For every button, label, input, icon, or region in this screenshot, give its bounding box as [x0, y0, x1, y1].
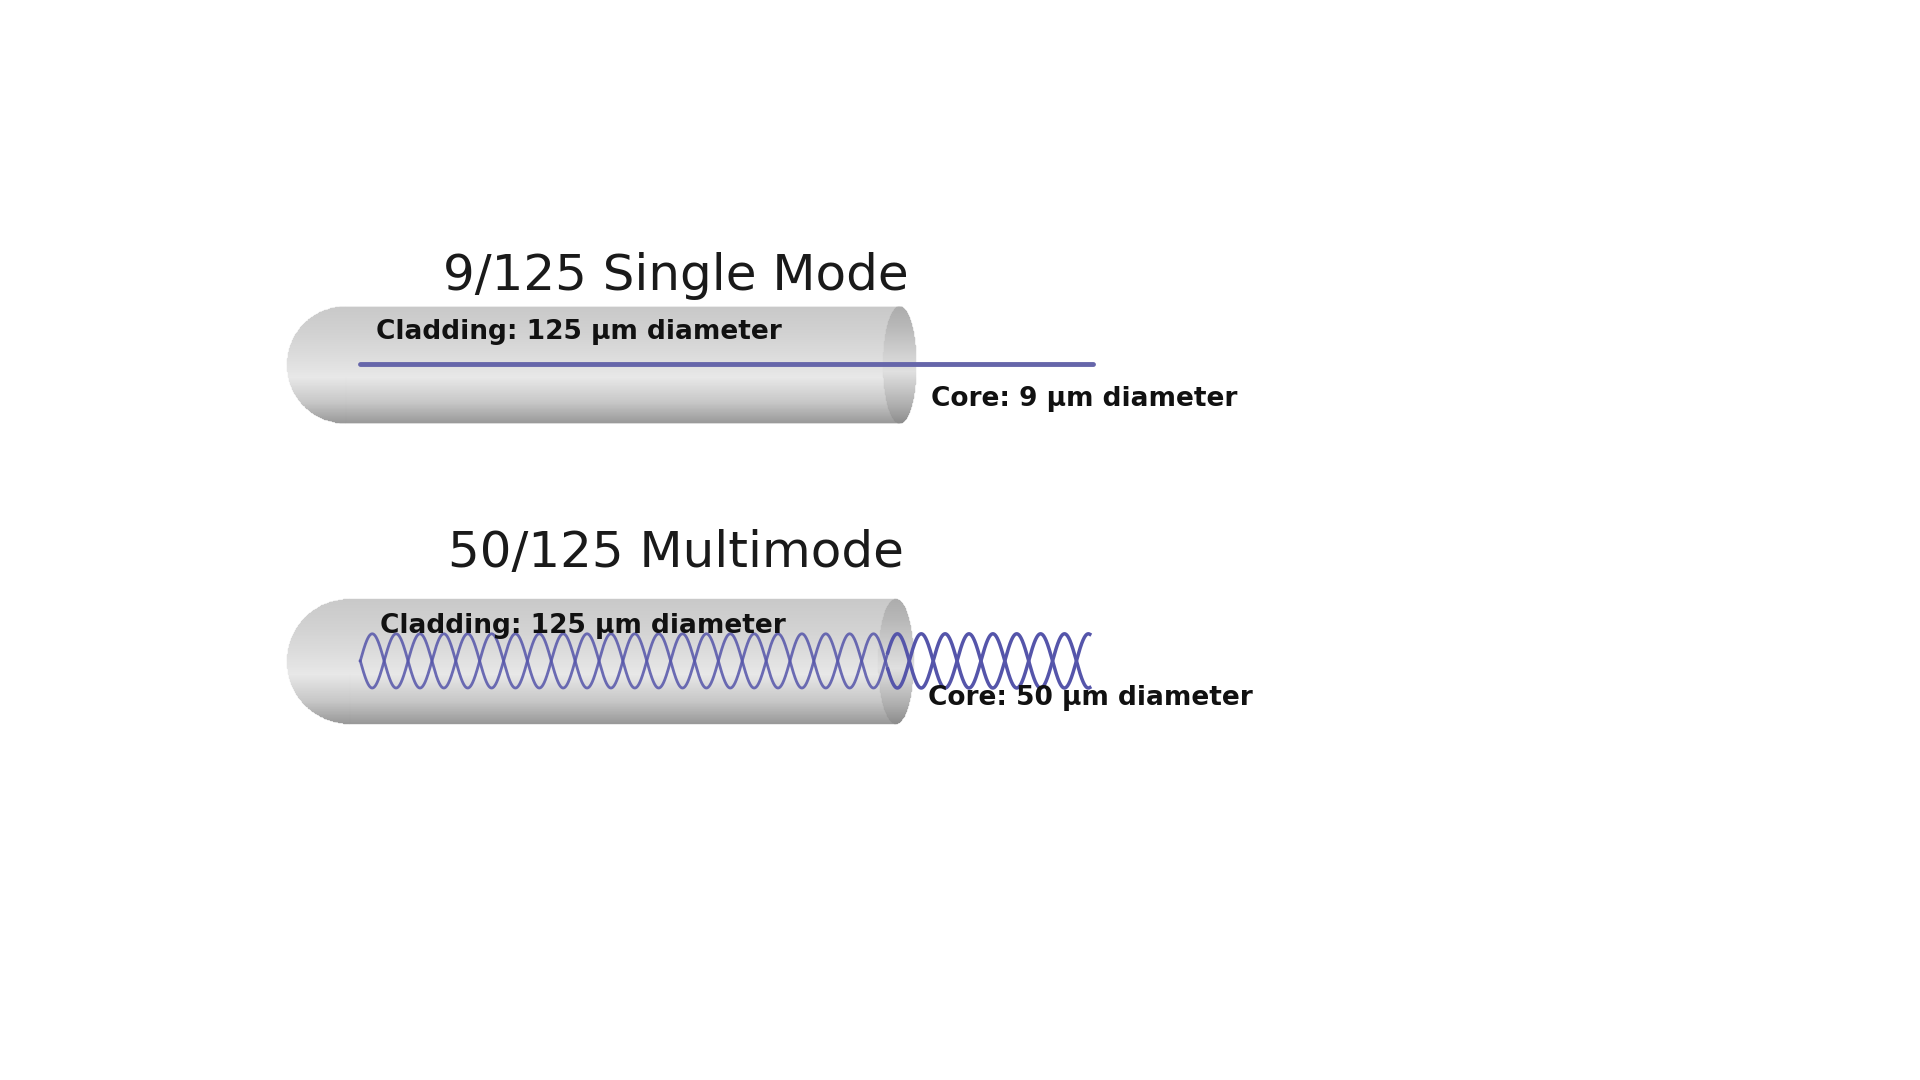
Text: Core: 9 μm diameter: Core: 9 μm diameter — [931, 387, 1236, 413]
Text: 9/125 Single Mode: 9/125 Single Mode — [444, 252, 908, 300]
Text: Core: 50 μm diameter: Core: 50 μm diameter — [927, 685, 1254, 711]
Text: 50/125 Multimode: 50/125 Multimode — [447, 529, 904, 577]
Text: Cladding: 125 μm diameter: Cladding: 125 μm diameter — [376, 319, 781, 346]
Text: Cladding: 125 μm diameter: Cladding: 125 μm diameter — [380, 613, 785, 639]
